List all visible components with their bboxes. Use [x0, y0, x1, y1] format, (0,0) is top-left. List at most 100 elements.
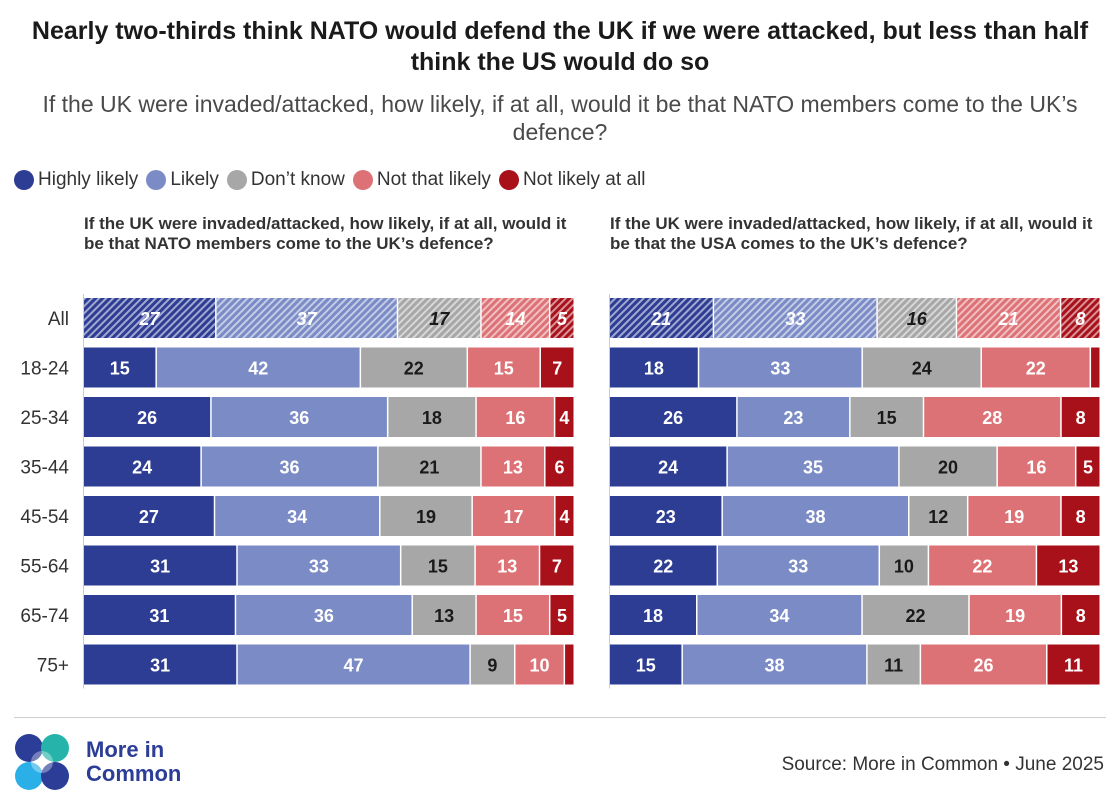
legend-swatch: [14, 170, 34, 190]
nato-bar-value-label: 17: [503, 507, 523, 527]
usa-bar-value-label: 8: [1076, 606, 1086, 626]
nato-bar-segment: [468, 347, 540, 388]
usa-bar-value-label: 10: [894, 557, 914, 577]
nato-bar-segment: [565, 644, 574, 685]
usa-bar-segment: [610, 496, 722, 536]
nato-bar-value-label: 27: [139, 309, 161, 329]
nato-bar-hatch: [216, 298, 397, 338]
usa-bar-value-label: 24: [912, 359, 932, 379]
legend-label: Not that likely: [376, 169, 491, 190]
legend: Highly likely Likely Don’t know Not that…: [14, 167, 653, 193]
usa-bar-segment: [909, 496, 967, 536]
nato-bar-segment: [555, 496, 574, 536]
row-label: 55-64: [20, 557, 69, 578]
usa-bar-segment: [718, 545, 879, 586]
usa-bar-value-label: 8: [1076, 408, 1086, 428]
row-label: All: [48, 309, 69, 330]
nato-bar-hatch: [398, 298, 481, 338]
nato-bar-value-label: 17: [429, 309, 450, 329]
nato-bar-value-label: 15: [494, 359, 514, 379]
nato-bar-value-label: 4: [559, 408, 569, 428]
usa-bar-value-label: 18: [643, 606, 663, 626]
usa-bar-segment: [862, 595, 969, 635]
usa-bar-segment: [610, 347, 698, 388]
usa-bar-segment: [1037, 545, 1100, 586]
usa-bar-segment: [1061, 397, 1100, 437]
nato-bar-segment: [412, 595, 476, 635]
nato-bar-segment: [84, 496, 214, 536]
usa-bar-value-label: 11: [1064, 656, 1083, 676]
usa-bar-value-label: 21: [997, 309, 1018, 329]
usa-bar-value-label: 22: [906, 606, 926, 626]
usa-bar-hatch: [877, 298, 956, 338]
nato-bar-value-label: 15: [110, 359, 130, 379]
nato-bar-segment: [476, 595, 549, 635]
usa-bar-hatch: [714, 298, 877, 338]
nato-bar-value-label: 22: [404, 359, 424, 379]
nato-bar-value-label: 31: [150, 656, 170, 676]
usa-bar-value-label: 19: [1005, 606, 1025, 626]
nato-bar-value-label: 27: [139, 507, 159, 527]
usa-bar-value-label: 16: [1026, 458, 1046, 478]
nato-bar-segment: [380, 496, 472, 536]
usa-bar-hatch: [610, 298, 713, 338]
usa-bar-value-label: 18: [644, 359, 664, 379]
usa-bar-value-label: 5: [1083, 458, 1093, 478]
usa-bar-segment: [929, 545, 1036, 586]
usa-bar-segment: [1062, 595, 1100, 635]
usa-bar-value-label: 11: [884, 656, 903, 676]
brand-logo: More in Common: [14, 733, 181, 791]
nato-bar-value-label: 5: [557, 606, 567, 626]
usa-bar-value-label: 19: [1004, 507, 1024, 527]
nato-bar-segment: [550, 595, 574, 635]
nato-bar-value-label: 47: [344, 656, 364, 676]
nato-bar-segment: [476, 397, 554, 437]
nato-bar-value-label: 14: [505, 309, 525, 329]
nato-bar-value-label: 31: [150, 557, 170, 577]
nato-bar-segment: [84, 446, 201, 487]
nato-bar-value-label: 33: [309, 557, 329, 577]
nato-bar-segment: [378, 446, 481, 487]
nato-bar-value-label: 42: [248, 359, 268, 379]
nato-bar-value-label: 37: [297, 309, 318, 329]
legend-swatch: [146, 170, 167, 190]
usa-bar-segment: [610, 397, 737, 437]
usa-bar-value-label: 8: [1076, 507, 1086, 527]
nato-bar-segment: [540, 347, 574, 388]
legend-item: Highly likely: [14, 169, 138, 191]
nato-bar-hatch: [481, 298, 549, 338]
legend-item: Not that likely: [352, 169, 491, 191]
usa-bar-value-label: 12: [928, 507, 948, 527]
nato-bar-segment: [472, 496, 555, 536]
usa-bar-hatch: [1061, 298, 1100, 338]
nato-bar-value-label: 15: [503, 606, 523, 626]
nato-bar-value-label: 31: [149, 606, 169, 626]
usa-bar-value-label: 23: [656, 507, 676, 527]
nato-bar-segment: [84, 397, 211, 437]
usa-bar-segment: [610, 545, 717, 586]
nato-bar-segment: [540, 545, 574, 586]
nato-bar-value-label: 24: [132, 458, 152, 478]
usa-bar-value-label: 15: [877, 408, 897, 428]
usa-bar-segment: [737, 397, 850, 437]
nato-bar-segment: [215, 496, 380, 536]
row-label: 65-74: [20, 606, 69, 627]
usa-bar-value-label: 28: [982, 408, 1002, 428]
nato-bar-segment: [84, 595, 235, 635]
usa-bar-segment: [1091, 347, 1100, 388]
usa-bar-segment: [867, 644, 920, 685]
usa-bar-segment: [682, 644, 867, 685]
nato-bar-value-label: 19: [416, 507, 436, 527]
usa-bar-value-label: 22: [653, 557, 673, 577]
nato-bar-value-label: 4: [560, 507, 570, 527]
logo-mark-icon: [15, 734, 69, 790]
usa-bar-segment: [880, 545, 928, 586]
usa-bar-segment: [899, 446, 997, 487]
usa-bar-segment: [969, 595, 1061, 635]
usa-bar-value-label: 22: [1026, 359, 1046, 379]
nato-bar-segment: [481, 446, 545, 487]
nato-bar-value-label: 34: [287, 507, 307, 527]
logo-line-2: Common: [86, 761, 182, 786]
usa-bar-segment: [610, 644, 682, 685]
